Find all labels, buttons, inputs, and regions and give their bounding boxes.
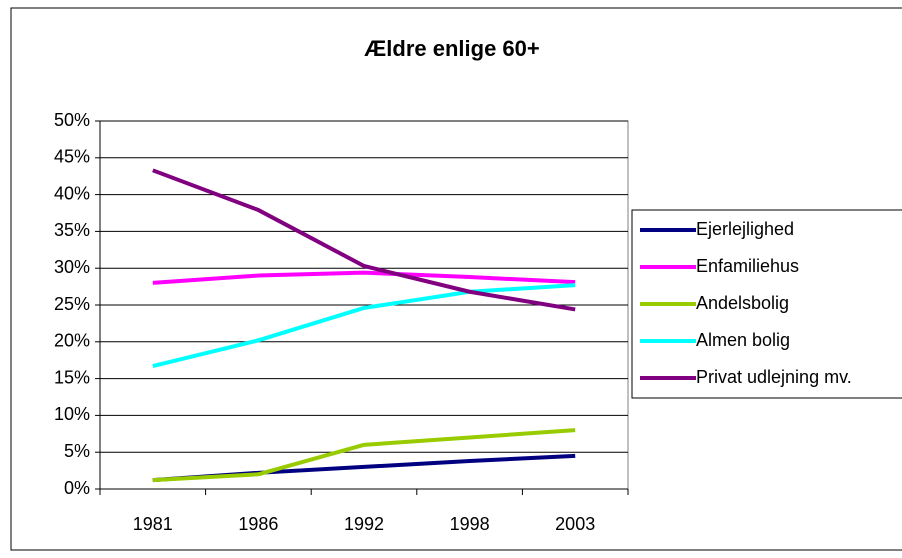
x-tick-label: 2003: [555, 514, 595, 534]
y-tick-label: 0%: [64, 478, 90, 498]
y-tick-label: 40%: [54, 183, 90, 203]
legend-label: Privat udlejning mv.: [696, 367, 852, 387]
series-line: [152, 168, 576, 312]
y-tick-label: 25%: [54, 294, 90, 314]
y-tick-label: 50%: [54, 110, 90, 130]
y-tick-label: 15%: [54, 367, 90, 387]
series-line: [152, 283, 576, 369]
series-line: [152, 270, 576, 285]
chart-title: Ældre enlige 60+: [364, 36, 539, 61]
y-tick-label: 5%: [64, 441, 90, 461]
y-tick-label: 30%: [54, 257, 90, 277]
x-tick-label: 1981: [133, 514, 173, 534]
y-tick-label: 45%: [54, 147, 90, 167]
x-tick-label: 1998: [450, 514, 490, 534]
y-tick-label: 10%: [54, 404, 90, 424]
legend-label: Andelsbolig: [696, 293, 789, 313]
legend-label: Ejerlejlighed: [696, 219, 794, 239]
x-tick-label: 1992: [344, 514, 384, 534]
x-tick-label: 1986: [238, 514, 278, 534]
legend-label: Almen bolig: [696, 330, 790, 350]
y-tick-label: 35%: [54, 220, 90, 240]
series-line: [152, 428, 576, 483]
legend-label: Enfamiliehus: [696, 256, 799, 276]
y-tick-label: 20%: [54, 331, 90, 351]
